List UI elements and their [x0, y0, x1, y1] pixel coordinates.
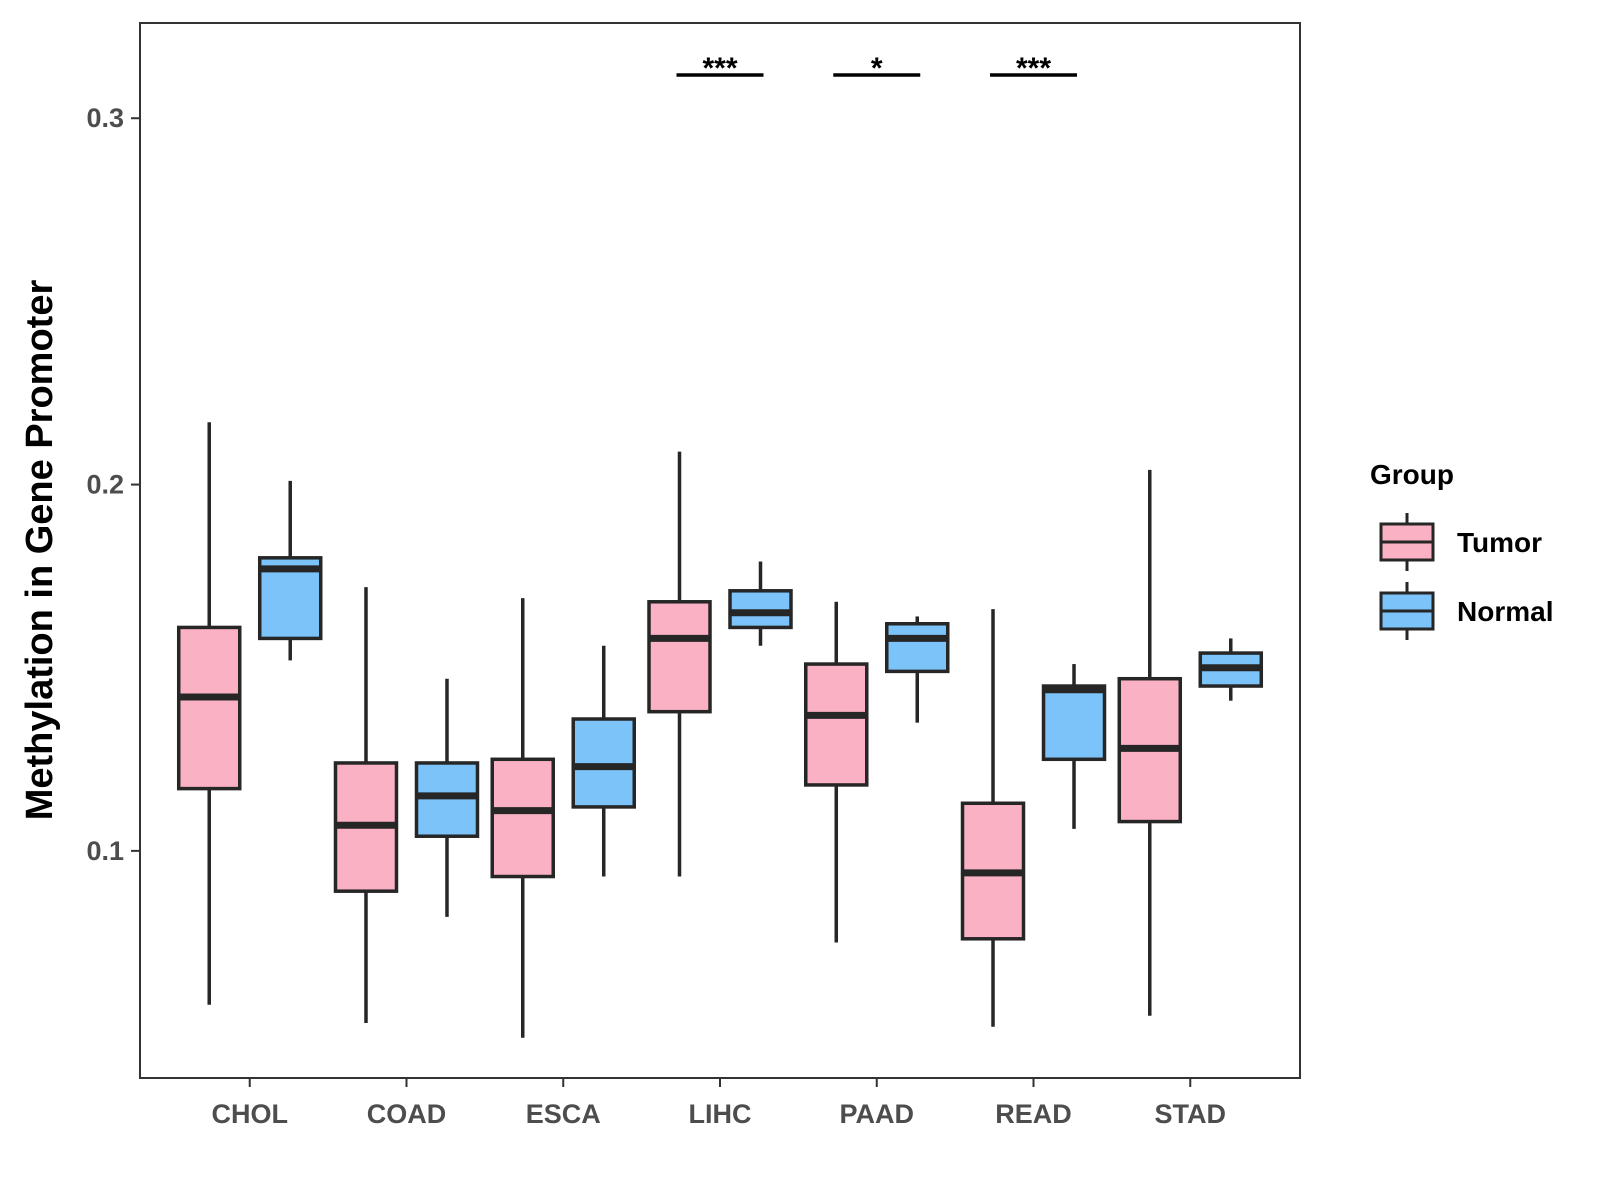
x-axis: CHOL COAD ESCA LIHC PAAD READ STAD	[211, 1078, 1226, 1129]
box-tumor-esca	[490, 598, 555, 1038]
x-tick-label-paad: PAAD	[839, 1099, 914, 1129]
box-body	[647, 600, 712, 714]
significance-lihc: ***	[676, 52, 764, 85]
y-tick-label: 0.1	[86, 836, 124, 866]
box-body	[728, 589, 793, 630]
legend-label: Tumor	[1457, 527, 1542, 558]
x-tick-label-stad: STAD	[1155, 1099, 1227, 1129]
box-normal-stad	[1198, 638, 1264, 701]
box-tumor-stad	[1117, 469, 1183, 1016]
box-series	[176, 422, 1264, 1038]
significance-paad: *	[833, 52, 921, 85]
legend-label: Normal	[1457, 596, 1553, 627]
box-body	[1041, 684, 1107, 762]
box-normal-esca	[571, 645, 636, 877]
legend-item-tumor: Tumor	[1379, 513, 1542, 571]
y-tick-label: 0.3	[86, 103, 124, 133]
x-tick-label-lihc: LIHC	[689, 1099, 752, 1129]
legend-title: Group	[1370, 459, 1454, 490]
box-body	[571, 717, 636, 809]
significance-label: ***	[702, 52, 737, 85]
y-tick-label: 0.2	[86, 470, 124, 500]
box-body	[804, 662, 869, 787]
significance-label: ***	[1016, 52, 1051, 85]
box-normal-paad	[885, 616, 950, 723]
series-normal	[257, 480, 1264, 917]
plot-panel	[139, 22, 1301, 1079]
legend: Group Tumor Normal	[1370, 459, 1553, 640]
box-tumor-lihc	[647, 451, 712, 877]
box-tumor-chol	[176, 422, 242, 1005]
x-tick-label-read: READ	[995, 1099, 1072, 1129]
box-body	[490, 757, 555, 879]
significance-label: *	[871, 52, 883, 85]
significance-read: ***	[990, 52, 1078, 85]
x-tick-label-chol: CHOL	[211, 1099, 288, 1129]
x-tick-label-esca: ESCA	[526, 1099, 601, 1129]
box-tumor-paad	[804, 601, 869, 943]
y-axis: 0.1 0.2 0.3	[86, 103, 140, 866]
box-body	[885, 622, 950, 674]
legend-item-normal: Normal	[1379, 582, 1553, 640]
x-tick-label-coad: COAD	[367, 1099, 447, 1129]
significance-annotations: *** * ***	[676, 52, 1078, 85]
series-tumor	[176, 422, 1183, 1038]
box-normal-read	[1041, 664, 1107, 829]
box-body	[414, 761, 480, 838]
box-normal-chol	[257, 480, 323, 661]
y-axis-title: Methylation in Gene Promoter	[19, 280, 61, 821]
box-tumor-read	[960, 609, 1026, 1027]
box-body	[176, 625, 242, 791]
box-normal-coad	[414, 678, 480, 917]
box-normal-lihc	[728, 561, 793, 646]
box-tumor-coad	[333, 587, 399, 1024]
